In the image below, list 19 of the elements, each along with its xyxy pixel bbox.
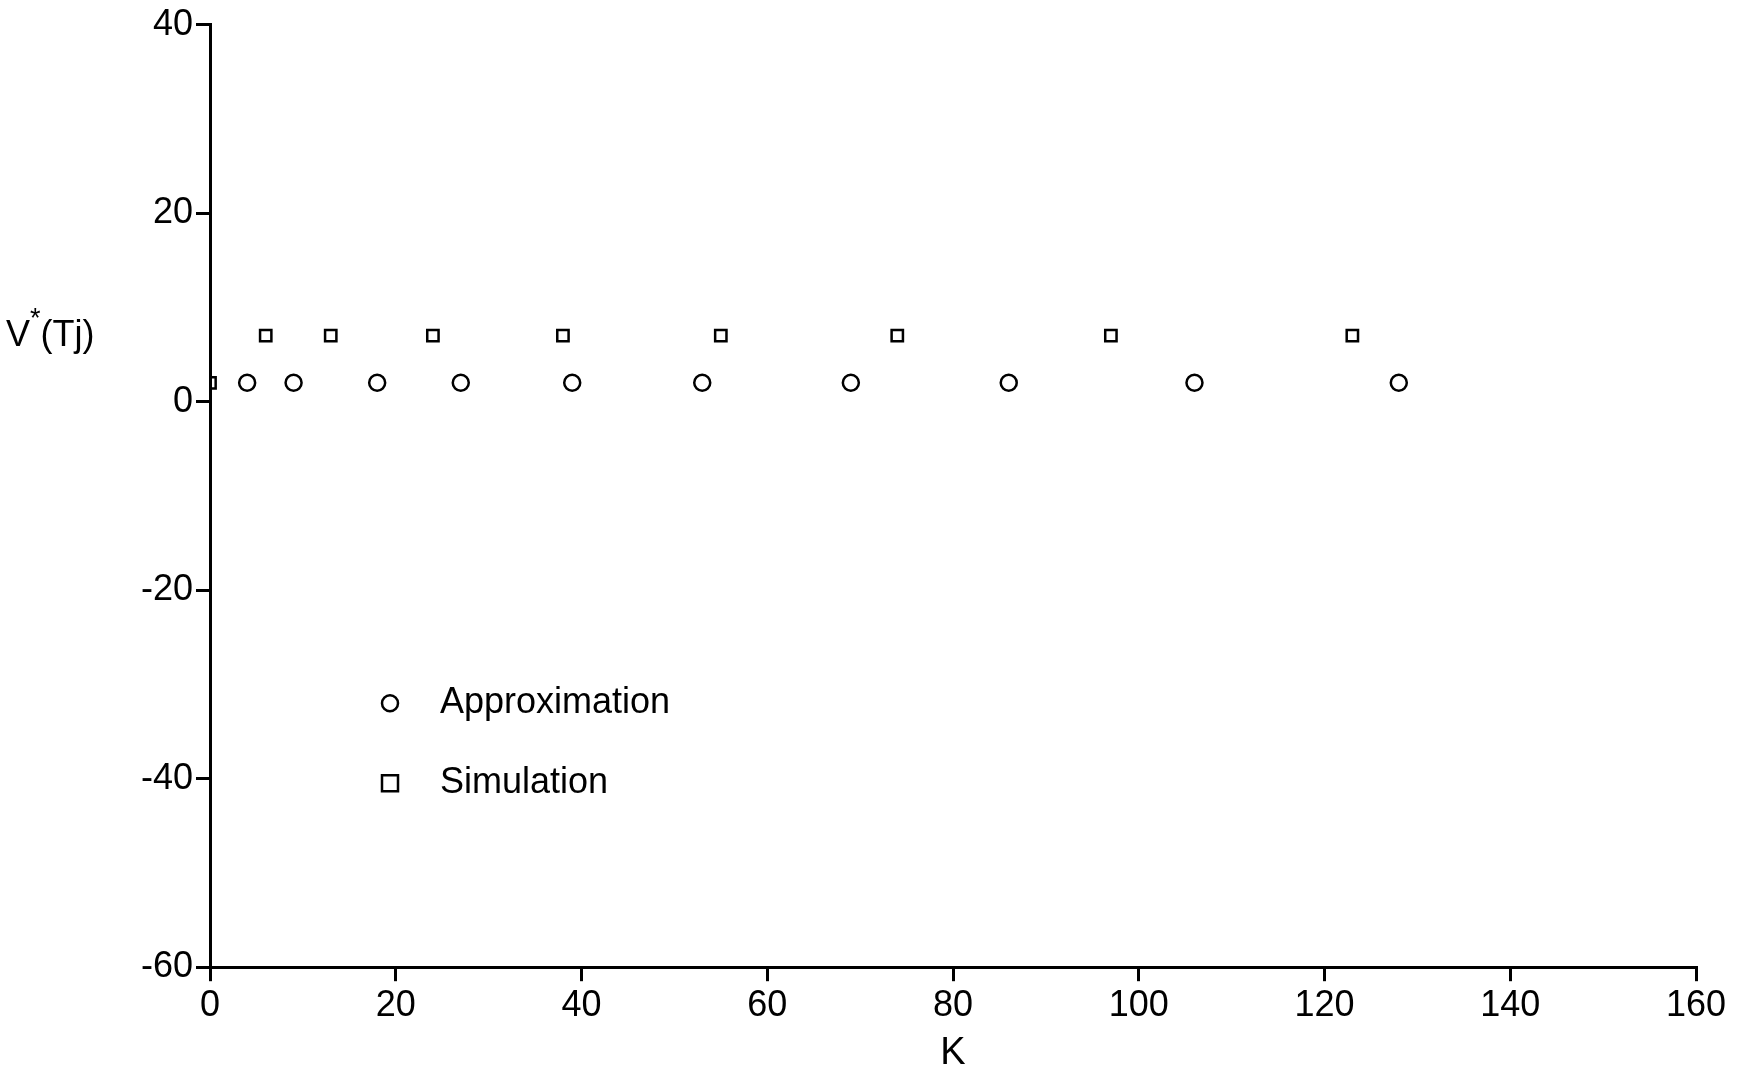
x-tick-label: 100 bbox=[1108, 982, 1169, 1024]
y-tick-label: -40 bbox=[140, 755, 193, 797]
x-axis-title: K bbox=[940, 1029, 966, 1072]
y-tick-label: -20 bbox=[140, 567, 193, 609]
y-tick-label: 20 bbox=[152, 190, 193, 232]
y-axis-title: V*(Tj) bbox=[6, 302, 95, 354]
x-tick-label: 60 bbox=[747, 982, 788, 1024]
x-tick-label: 20 bbox=[375, 982, 416, 1024]
y-tick-label: 0 bbox=[172, 378, 193, 420]
x-tick-label: 120 bbox=[1294, 982, 1355, 1024]
legend-label: Simulation bbox=[440, 760, 609, 802]
legend-label: Approximation bbox=[440, 680, 671, 722]
x-tick-label: 140 bbox=[1480, 982, 1541, 1024]
x-tick-label: 0 bbox=[199, 982, 221, 1024]
y-tick-label: -60 bbox=[140, 944, 193, 986]
x-tick-label: 160 bbox=[1665, 982, 1727, 1024]
x-tick-label: 40 bbox=[561, 982, 602, 1024]
x-tick-label: 80 bbox=[932, 982, 974, 1024]
y-tick-label: 40 bbox=[152, 1, 193, 43]
